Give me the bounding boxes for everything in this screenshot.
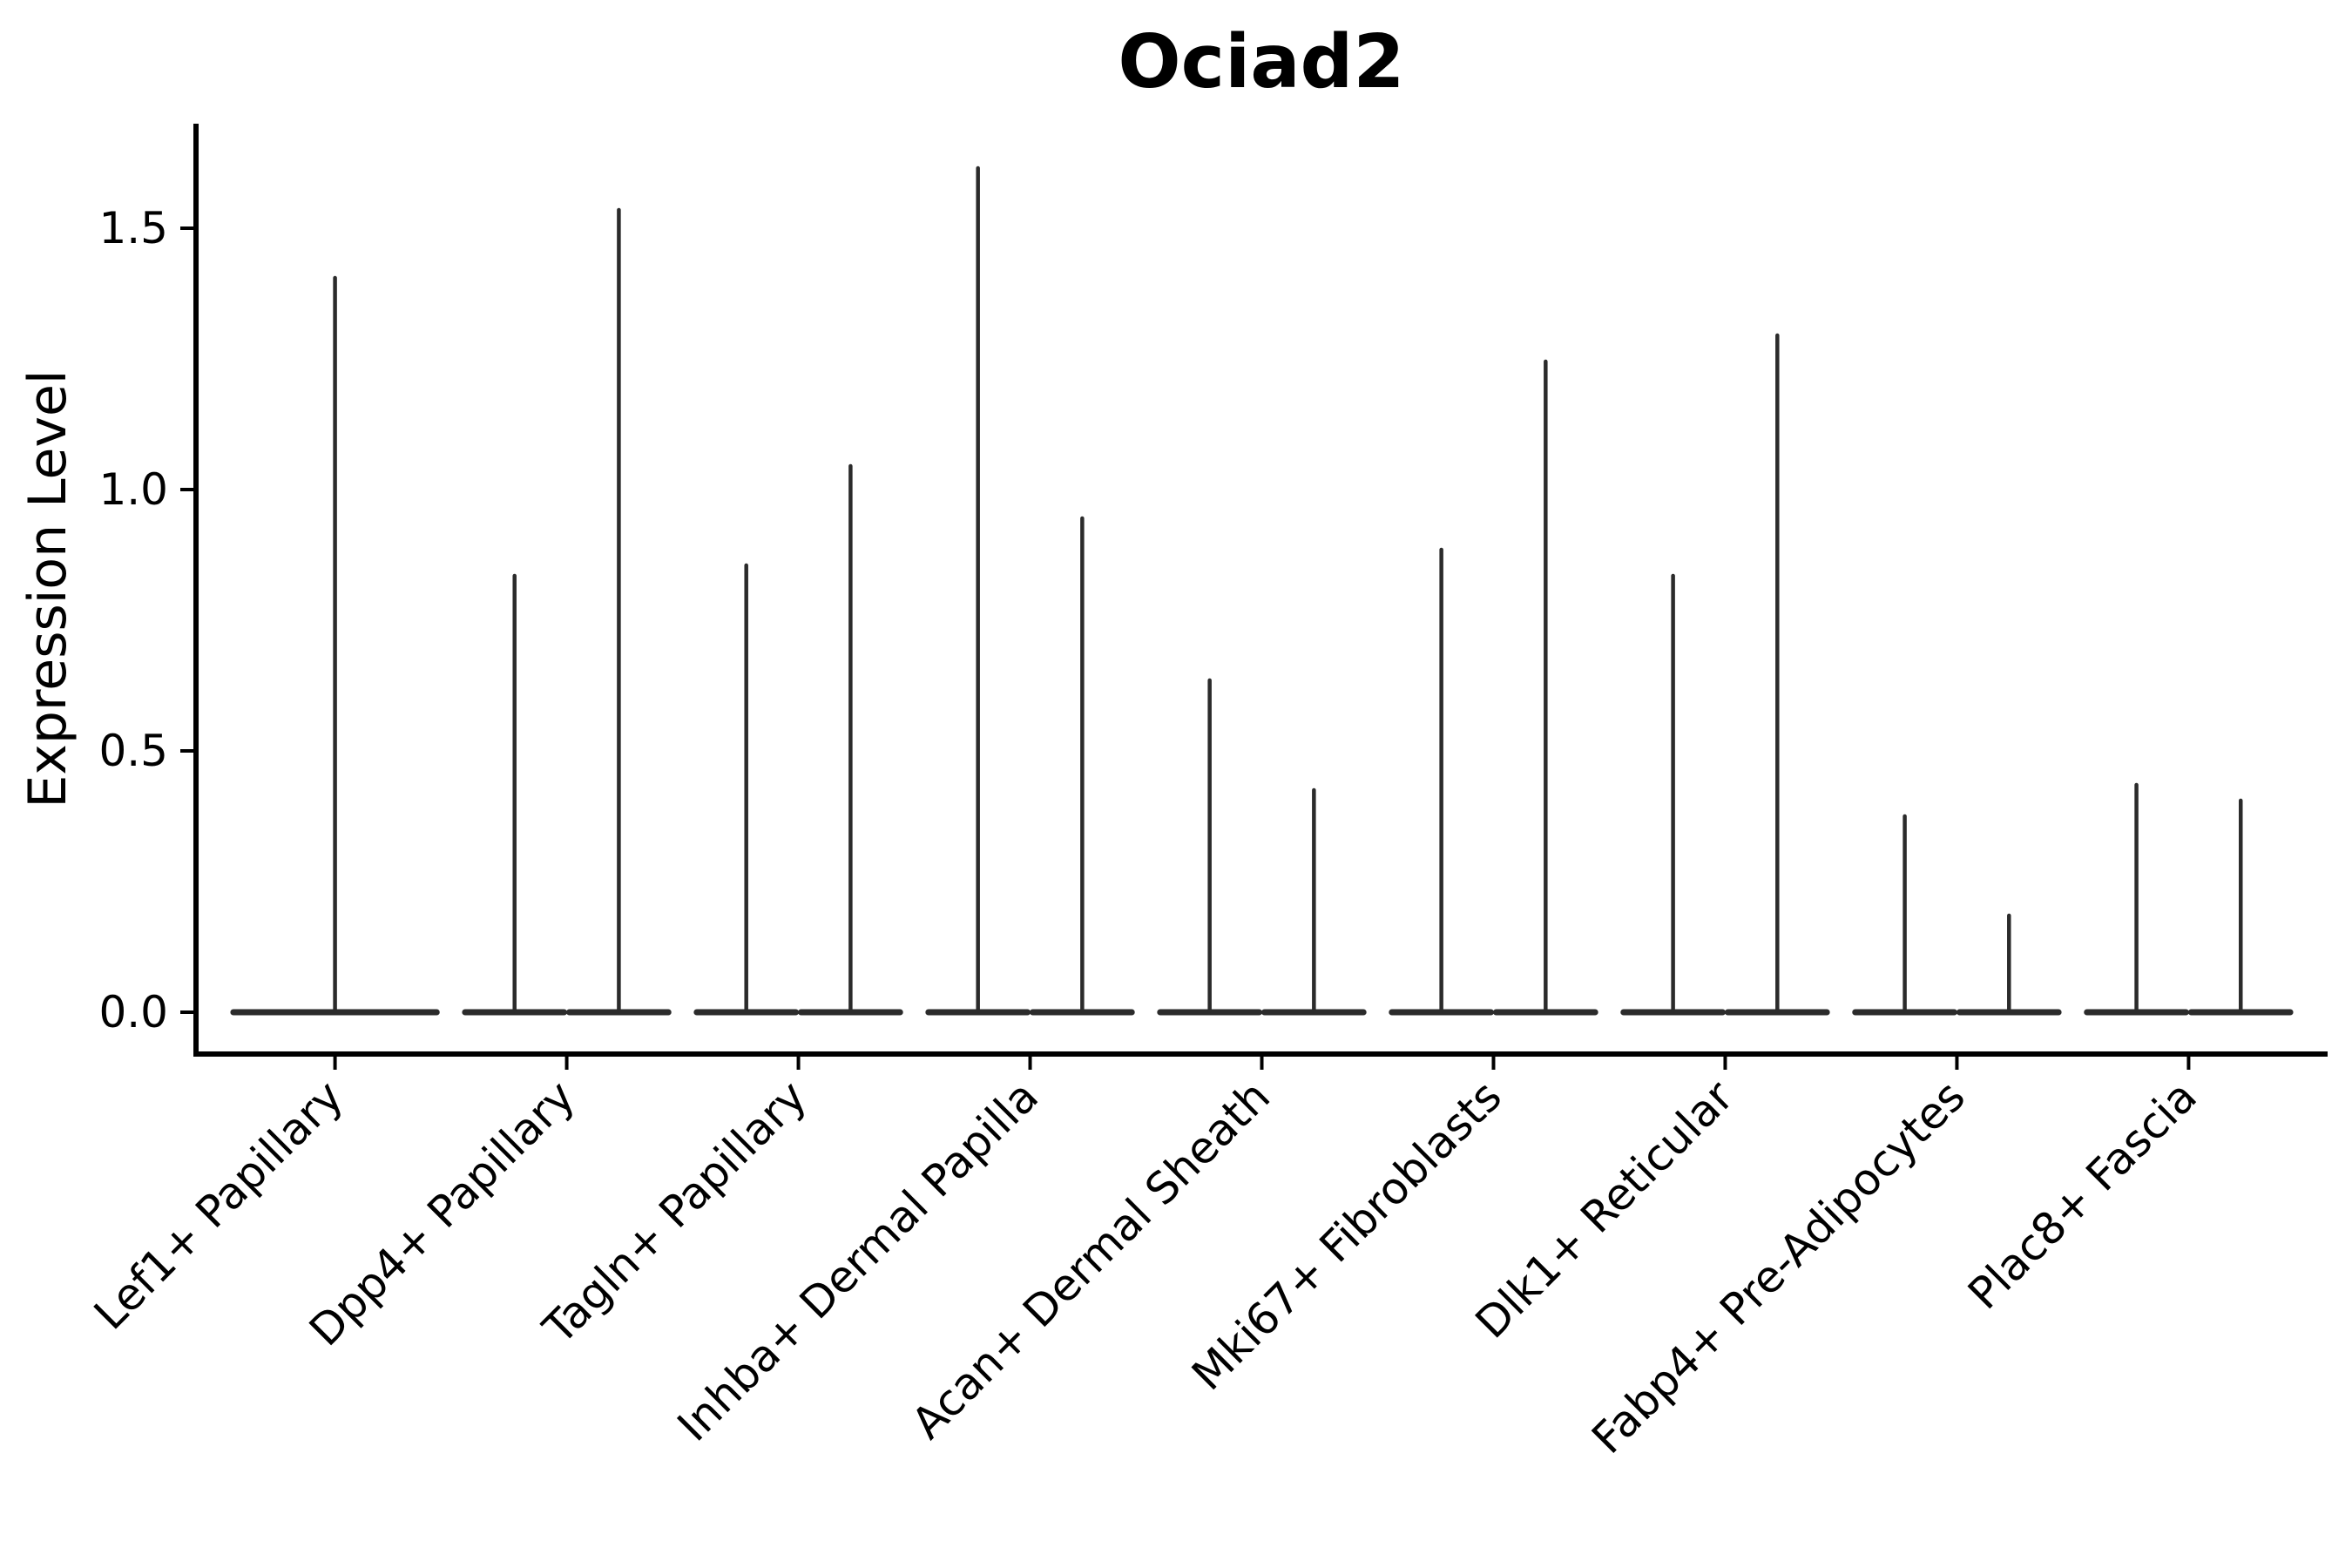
y-axis-ticks: 0.0 0.5 1.0 1.5 (98, 203, 196, 1037)
y-tick-label: 0.0 (98, 987, 168, 1037)
x-tick-label: Dlk1+ Reticular (1466, 1071, 1743, 1348)
y-tick-label: 0.5 (98, 726, 168, 776)
x-tick-label: Plac8+ Fascia (1958, 1071, 2207, 1319)
y-tick-label: 1.5 (98, 203, 168, 253)
x-tick-label: Lef1+ Papillary (84, 1071, 353, 1339)
y-tick-label: 1.0 (98, 464, 168, 515)
x-tick-label: Fabp4+ Pre-Adipocytes (1582, 1071, 1975, 1463)
y-axis-label: Expression Level (17, 369, 78, 808)
violins-layer (230, 166, 2294, 1016)
chart-title: Ociad2 (1118, 19, 1404, 105)
